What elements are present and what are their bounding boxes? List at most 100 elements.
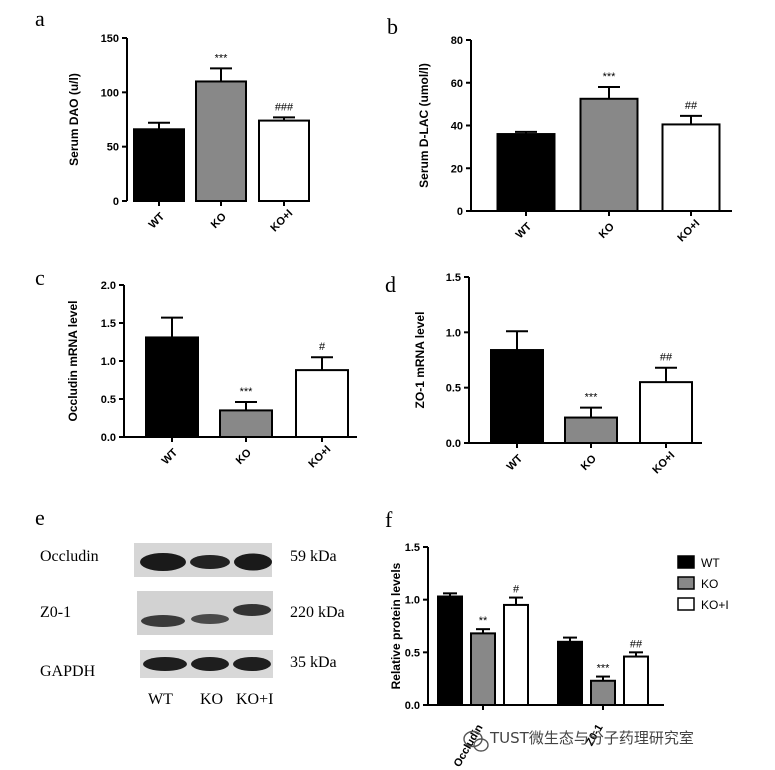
- blot-size-label: 220 kDa: [290, 604, 345, 621]
- significance-label: ***: [585, 392, 599, 404]
- blot-band: [233, 604, 271, 616]
- blot-band: [140, 553, 186, 571]
- bar: [557, 640, 583, 706]
- legend-label: KO+I: [701, 598, 729, 612]
- blot-lane-label: KO+I: [236, 691, 273, 708]
- legend-swatch: [677, 597, 695, 611]
- blot-lane-label: WT: [148, 691, 173, 708]
- watermark: TUST微生态与分子药理研究室: [463, 729, 694, 752]
- y-tick-label: 1.0: [405, 595, 420, 607]
- chart-serum-dlac: 0 20 40 60 80 Serum D-LAC (umol/l) WT *** KO ## KO…: [417, 35, 732, 244]
- chart-occludin-mrna: 0.0 0.5 1.0 1.5 2.0 Occludin mRNA level WT *** K…: [66, 280, 357, 470]
- y-axis-title: ZO-1 mRNA level: [413, 312, 427, 409]
- y-axis-title: Serum D-LAC (umol/l): [417, 63, 431, 188]
- legend-label: KO: [701, 577, 718, 591]
- blot-band: [233, 657, 271, 671]
- y-tick-label: 100: [101, 87, 119, 99]
- blot-size-label: 35 kDa: [290, 654, 337, 671]
- bar: [490, 349, 544, 445]
- y-tick-label: 60: [451, 78, 463, 90]
- panel-letter-d: d: [385, 272, 396, 297]
- bar: [639, 381, 693, 444]
- watermark-text: TUST微生态与分子药理研究室: [489, 729, 694, 747]
- x-tick-label: KO: [579, 452, 599, 472]
- chart-serum-dao: 0 50 100 150 Serum DAO (u/l) WT *** KO ### KO+I: [67, 33, 310, 234]
- y-tick-label: 1.0: [101, 356, 116, 368]
- blot-band: [143, 657, 187, 671]
- y-axis-title: Serum DAO (u/l): [67, 73, 81, 166]
- bar: [564, 416, 618, 444]
- significance-label: ***: [240, 386, 254, 398]
- y-tick-label: 0.5: [405, 647, 420, 659]
- bar: [503, 603, 529, 707]
- x-tick-label: WT: [514, 220, 535, 241]
- bar: [258, 119, 310, 202]
- significance-label: ##: [630, 638, 643, 650]
- y-axis-title: Relative protein levels: [389, 562, 403, 689]
- y-tick-label: 50: [107, 142, 119, 154]
- panel-letter-f: f: [385, 507, 393, 532]
- legend-swatch: [677, 555, 695, 569]
- y-tick-label: 0.0: [101, 432, 116, 444]
- y-tick-label: 20: [451, 163, 463, 175]
- panel-letter-a: a: [35, 6, 45, 31]
- significance-label: ***: [215, 52, 229, 64]
- bar: [496, 133, 556, 212]
- y-tick-label: 0.5: [101, 394, 116, 406]
- y-tick-label: 1.0: [446, 327, 461, 339]
- bar: [437, 595, 463, 706]
- blot-band: [191, 657, 229, 671]
- blot-band: [141, 615, 185, 627]
- x-tick-label: KO+I: [675, 217, 702, 244]
- significance-label: #: [513, 584, 520, 596]
- bar: [623, 655, 649, 707]
- significance-label: ***: [597, 663, 611, 675]
- blot-lane-label: KO: [200, 691, 223, 708]
- y-tick-label: 0.5: [446, 383, 461, 395]
- bar: [470, 632, 496, 707]
- bar: [195, 80, 247, 202]
- y-tick-label: 150: [101, 33, 119, 45]
- y-tick-label: 40: [451, 121, 463, 133]
- legend-label: WT: [701, 556, 720, 570]
- y-tick-label: 80: [451, 35, 463, 47]
- chart-zo1-mrna: 0.0 0.5 1.0 1.5 ZO-1 mRNA level WT *** KO ## KO+I: [413, 272, 702, 476]
- significance-label: ##: [685, 100, 698, 112]
- y-tick-label: 0.0: [405, 700, 420, 712]
- panel-letter-e: e: [35, 505, 45, 530]
- y-tick-label: 0: [113, 196, 119, 208]
- x-tick-label: KO: [209, 210, 229, 230]
- blot-band: [234, 553, 272, 571]
- significance-label: ###: [275, 101, 294, 113]
- y-tick-label: 1.5: [101, 318, 116, 330]
- blot-band: [191, 614, 229, 624]
- panel-letter-c: c: [35, 265, 45, 290]
- x-tick-label: KO+I: [268, 207, 295, 234]
- x-tick-label: KO: [597, 220, 617, 240]
- bar: [145, 336, 199, 438]
- x-tick-label: KO: [234, 446, 254, 466]
- x-tick-label: WT: [147, 210, 168, 231]
- x-tick-label: WT: [505, 452, 526, 473]
- blot-row-label: GAPDH: [40, 663, 96, 680]
- significance-label: **: [479, 615, 488, 627]
- panel-letter-b: b: [387, 14, 398, 39]
- y-tick-label: 1.5: [446, 272, 461, 284]
- x-tick-label: KO+I: [650, 449, 677, 476]
- bar: [133, 128, 185, 202]
- bar: [295, 369, 349, 438]
- y-axis-title: Occludin mRNA level: [66, 301, 80, 422]
- y-tick-label: 2.0: [101, 280, 116, 292]
- significance-label: ##: [660, 352, 673, 364]
- y-tick-label: 0.0: [446, 438, 461, 450]
- blot-size-label: 59 kDa: [290, 548, 337, 565]
- significance-label: ***: [603, 71, 617, 83]
- blot-row-label: Z0-1: [40, 604, 71, 621]
- bar: [590, 679, 616, 706]
- significance-label: #: [319, 341, 326, 353]
- bar: [579, 97, 639, 212]
- x-tick-label: KO+I: [306, 443, 333, 470]
- bar: [661, 123, 721, 212]
- bar: [219, 409, 273, 438]
